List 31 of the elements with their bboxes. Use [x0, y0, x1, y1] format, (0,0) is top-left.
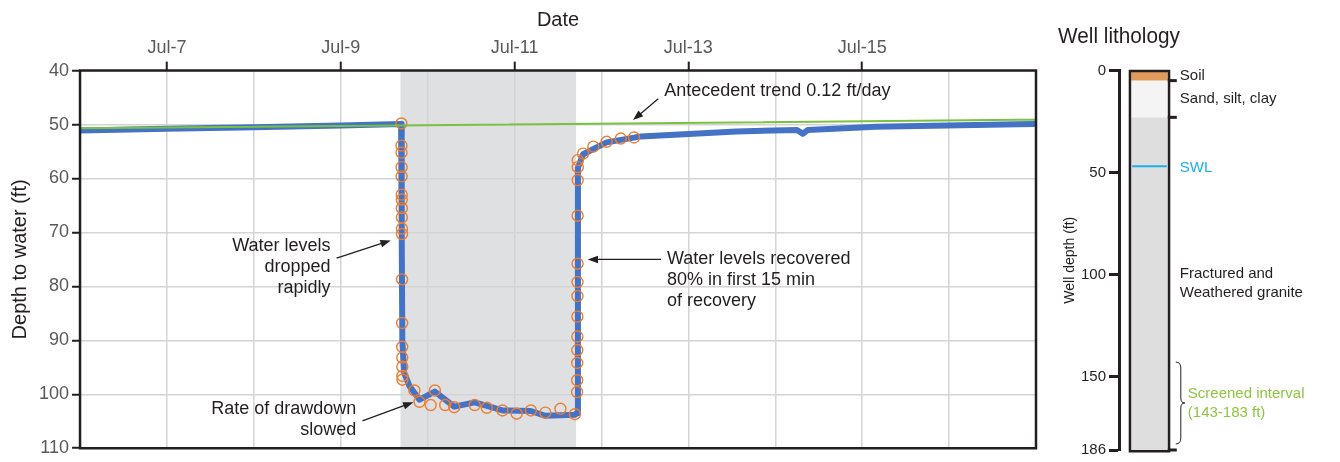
y-tick-label: 0: [1097, 60, 1106, 78]
y-tick-label: 110: [40, 437, 70, 458]
y-tick-label: 40: [49, 59, 70, 80]
annotation: Rate of drawdown slowed: [211, 397, 357, 439]
series-label: Sand, silt, clay: [1179, 89, 1278, 107]
series-label: Soil: [1179, 65, 1205, 83]
y-tick-label: 186: [1080, 440, 1106, 458]
y-tick-label: 50: [1089, 162, 1106, 180]
chart-title: Well lithology: [1058, 23, 1181, 49]
ref-line-label: SWL: [1179, 158, 1213, 176]
text: Screened interval (143-183 ft): [1187, 383, 1305, 420]
x-axis-title: Date: [536, 7, 580, 30]
y-tick-label: 100: [38, 383, 70, 404]
x-tick-label: Jul-11: [490, 36, 539, 57]
series-label: Fractured and Weathered granite: [1179, 264, 1303, 301]
y-tick-label: 60: [49, 167, 70, 188]
y-axis-title: Well depth (ft): [1061, 216, 1078, 304]
y-tick-label: 80: [49, 275, 70, 296]
y-tick-label: 100: [1080, 264, 1106, 282]
annotation: Water levels recovered 80% in first 15 min of recovery: [667, 248, 851, 311]
x-tick-label: Jul-7: [147, 36, 187, 57]
y-tick-label: 150: [1080, 366, 1106, 384]
x-tick-label: Jul-15: [837, 36, 887, 57]
y-tick-label: 50: [49, 113, 70, 134]
x-tick-label: Jul-9: [321, 36, 361, 57]
annotation: Water levels dropped rapidly: [232, 235, 331, 298]
y-axis-title: Depth to water (ft): [7, 179, 30, 340]
y-tick-label: 90: [49, 329, 70, 350]
annotation: Antecedent trend 0.12 ft/day: [664, 79, 891, 100]
y-tick-label: 70: [49, 221, 70, 242]
x-tick-label: Jul-13: [663, 36, 713, 57]
